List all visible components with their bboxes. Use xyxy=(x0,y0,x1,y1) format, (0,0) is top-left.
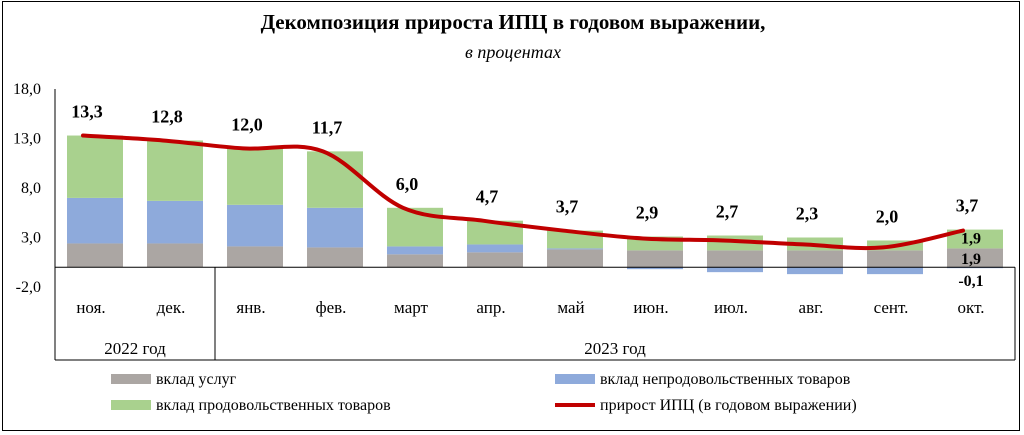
bar-segment xyxy=(787,250,843,268)
cpi-data-label: 3,7 xyxy=(956,196,979,216)
cpi-data-label: 12,0 xyxy=(231,114,263,134)
category-label: сент. xyxy=(874,298,909,317)
cpi-data-labels: 13,3 12,8 12,0 11,7 6,0 4,7 3,7 2,9 2,7 2,3 2,0 3,7 xyxy=(71,102,978,227)
component-label: 1,9 xyxy=(961,251,981,268)
bar-segment xyxy=(147,200,203,244)
category-label: дек. xyxy=(157,298,186,317)
year-group-axis: 2022 год 2023 год xyxy=(55,267,1016,361)
x-axis-category-labels: ноя. дек. янв. фев. март апр. май июн. июл. авг. с… xyxy=(76,298,984,317)
legend: вклад услуг вклад непродовольственных тов… xyxy=(111,371,857,414)
bar-segment xyxy=(307,151,363,208)
bar-segment xyxy=(787,267,843,275)
bar-segment xyxy=(627,250,683,268)
y-tick-label: 18,0 xyxy=(13,81,41,98)
chart-svg: 18,0 13,0 8,0 3,0 -2,0 13,3 12,8 12,0 11,7 6,0 4,… xyxy=(13,81,1016,414)
year-group-label: 2022 год xyxy=(104,339,166,358)
legend-swatch xyxy=(111,374,151,384)
cpi-line xyxy=(81,133,965,251)
stacked-bars xyxy=(67,135,1003,275)
component-label: 1,9 xyxy=(961,231,981,248)
bar-segment xyxy=(227,246,283,268)
legend-label: вклад непродовольственных товаров xyxy=(600,371,851,388)
category-label: окт. xyxy=(958,298,985,317)
bar-segment xyxy=(67,243,123,268)
bar-segment xyxy=(387,254,443,268)
bar-segment xyxy=(147,140,203,201)
y-tick-label: 3,0 xyxy=(21,230,41,247)
cpi-data-label: 11,7 xyxy=(312,117,343,137)
y-tick-label: -2,0 xyxy=(16,279,41,296)
bar-segment xyxy=(227,204,283,247)
legend-swatch xyxy=(111,400,151,410)
year-group-label: 2023 год xyxy=(584,339,646,358)
legend-swatch xyxy=(555,374,595,384)
chart-title: Декомпозиция прироста ИПЦ в годовом выра… xyxy=(260,10,766,34)
category-label: апр. xyxy=(476,298,505,317)
legend-label: прирост ИПЦ (в годовом выражении) xyxy=(600,397,857,414)
bar-segment xyxy=(547,248,603,250)
bar-segment xyxy=(67,197,123,244)
y-axis-tick-labels: 18,0 13,0 8,0 3,0 -2,0 xyxy=(13,81,41,296)
bar-segment xyxy=(707,250,763,268)
component-label: -0,1 xyxy=(958,273,983,290)
bar-segment xyxy=(867,250,923,268)
y-tick-label: 8,0 xyxy=(21,180,41,197)
bar-segment xyxy=(707,267,763,273)
cpi-data-label: 6,0 xyxy=(396,174,419,194)
bar-segment xyxy=(947,248,1003,268)
category-label: июл. xyxy=(714,298,748,317)
bar-segment xyxy=(467,252,523,268)
legend-label: вклад продовольственных товаров xyxy=(156,397,391,414)
bar-segment xyxy=(547,249,603,268)
cpi-data-label: 2,3 xyxy=(796,204,819,224)
category-label: март xyxy=(394,298,428,317)
bar-segment xyxy=(307,247,363,268)
bar-segment xyxy=(467,244,523,253)
bar-segment xyxy=(227,148,283,205)
bar-segment xyxy=(947,229,1003,249)
bar-segment xyxy=(467,220,523,245)
bar-segment xyxy=(387,246,443,255)
last-point-component-labels: 1,9 1,9 -0,1 xyxy=(958,231,983,291)
legend-label: вклад услуг xyxy=(156,371,237,388)
y-tick-label: 13,0 xyxy=(13,131,41,148)
bar-segment xyxy=(307,207,363,248)
cpi-data-label: 13,3 xyxy=(71,102,103,122)
cpi-data-label: 12,8 xyxy=(151,106,183,126)
cpi-data-label: 2,7 xyxy=(716,202,739,222)
bar-segment xyxy=(147,243,203,268)
chart-subtitle: в процентах xyxy=(465,42,561,62)
bar-segment xyxy=(627,267,683,270)
cpi-data-label: 2,9 xyxy=(636,203,659,223)
cpi-data-label: 4,7 xyxy=(476,187,499,207)
bar-segment xyxy=(867,267,923,275)
cpi-data-label: 3,7 xyxy=(556,197,579,217)
category-label: янв. xyxy=(236,298,265,317)
category-label: май xyxy=(557,298,584,317)
category-label: июн. xyxy=(633,298,668,317)
category-label: ноя. xyxy=(76,298,105,317)
category-label: авг. xyxy=(799,298,824,317)
cpi-data-label: 2,0 xyxy=(876,206,899,226)
category-label: фев. xyxy=(316,298,347,317)
bar-segment xyxy=(67,135,123,198)
